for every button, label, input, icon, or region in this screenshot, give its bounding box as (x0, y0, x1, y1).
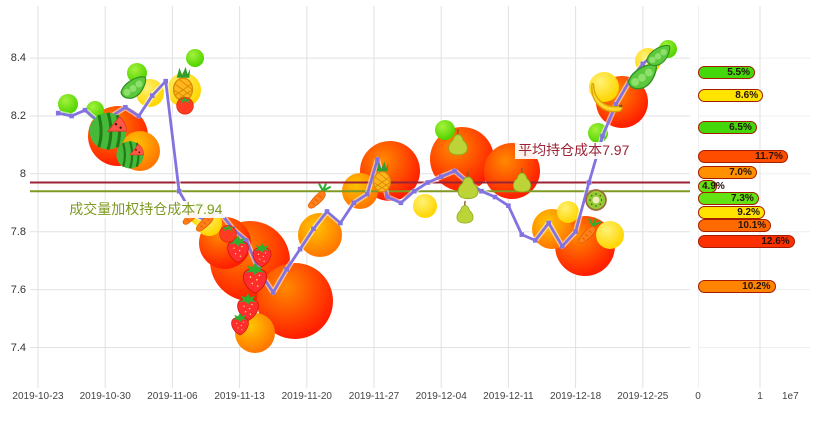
distribution-bar-label: 5.5% (727, 67, 750, 79)
distribution-bar-label: 8.6% (735, 90, 759, 102)
banana-icon (589, 77, 627, 115)
r-x-tick-label: 1 (757, 391, 763, 402)
pear-icon (508, 166, 536, 194)
x-tick-label: 2019-10-30 (79, 391, 131, 402)
price-chart-plot[interactable]: 平均持仓成本7.97 成交量加权持仓成本7.94 (30, 6, 690, 388)
x-tick-label: 2019-11-13 (214, 391, 265, 402)
distribution-bar[interactable]: 9.2% (698, 206, 765, 220)
distribution-bar-label: 7.0% (729, 166, 752, 178)
volume-blob-green (435, 120, 456, 141)
carrot-icon (574, 218, 602, 246)
peas-icon (118, 72, 148, 102)
distribution-bar[interactable]: 6.5% (698, 121, 757, 134)
distribution-bar[interactable]: 5.5% (698, 66, 755, 80)
tomato-icon (173, 92, 197, 116)
carrot-icon (304, 183, 332, 211)
distribution-bar[interactable]: 10.2% (698, 280, 776, 294)
distribution-bar-label: 6.5% (729, 122, 752, 133)
pear-icon (452, 169, 484, 201)
volume-blob-yellow (557, 200, 580, 223)
watermelon-icon (113, 137, 147, 171)
distribution-bar[interactable]: 11.7% (698, 150, 788, 163)
distribution-bar-label: 10.1% (737, 220, 767, 232)
volume-blob-yellow (413, 193, 438, 218)
fruit-marker-layer (30, 6, 690, 388)
vwap-cost-label: 成交量加权持仓成本7.94 (66, 201, 226, 218)
volume-distribution-panel[interactable]: 5.5% 8.6% 6.5% 11.7% 7.0% 4.9% 7.3% 9.2% 10.1% 12… (698, 6, 810, 388)
y-tick-label: 7.6 (10, 283, 26, 296)
strawberry-icon (227, 311, 253, 337)
distribution-bar[interactable]: 10.1% (698, 219, 772, 233)
volume-blob-green (186, 49, 205, 68)
distribution-bars: 5.5% 8.6% 6.5% 11.7% 7.0% 4.9% 7.3% 9.2% 10.1% 12… (698, 6, 810, 388)
pear-icon (443, 127, 473, 157)
distribution-bar[interactable]: 12.6% (698, 235, 795, 249)
distribution-bar[interactable]: 8.6% (698, 89, 764, 103)
volume-blob-yellow (595, 220, 624, 249)
volume-blob-green (58, 94, 79, 115)
peas-icon (644, 41, 672, 69)
distribution-x-axis: 1e7 0 1 (695, 391, 816, 407)
y-tick-label: 8 (19, 167, 26, 180)
pear-icon (452, 199, 478, 225)
y-tick-label: 8.4 (10, 52, 26, 65)
x-tick-label: 2019-10-23 (12, 391, 64, 402)
distribution-bar-label: 12.6% (761, 236, 790, 248)
r-x-tick-label: 0 (695, 391, 701, 402)
x-tick-label: 2019-11-06 (147, 391, 198, 402)
distribution-bar-label: 7.3% (731, 192, 754, 204)
kiwi-icon (582, 186, 610, 214)
y-tick-label: 8.2 (10, 110, 26, 122)
x-axis: 2019-10-23 2019-10-30 2019-11-06 2019-11-13… (12, 391, 690, 407)
pineapple-icon (366, 161, 398, 193)
distribution-bar-label: 4.9% (702, 181, 725, 193)
x-tick-label: 2019-12-18 (550, 391, 602, 402)
y-tick-label: 7.4 (10, 341, 26, 354)
x-tick-label: 2019-11-20 (281, 391, 332, 402)
distribution-bar[interactable]: 7.0% (698, 165, 757, 179)
y-tick-label: 7.8 (10, 225, 26, 238)
y-axis: 8.4 8.2 8 7.8 7.6 7.4 (0, 6, 28, 388)
axis-scale-label: 1e7 (782, 391, 799, 402)
x-tick-label: 2019-12-11 (483, 391, 534, 402)
distribution-bar-label: 10.2% (742, 281, 771, 293)
average-cost-label: 平均持仓成本7.97 (515, 141, 633, 159)
x-tick-label: 2019-12-25 (617, 391, 669, 402)
distribution-bar[interactable]: 7.3% (698, 191, 759, 205)
strawberry-icon (248, 241, 276, 269)
distribution-bar-label: 11.7% (755, 151, 783, 162)
x-tick-label: 2019-11-27 (348, 391, 400, 402)
x-tick-label: 2019-12-04 (415, 391, 467, 402)
distribution-bar-label: 9.2% (737, 207, 760, 219)
